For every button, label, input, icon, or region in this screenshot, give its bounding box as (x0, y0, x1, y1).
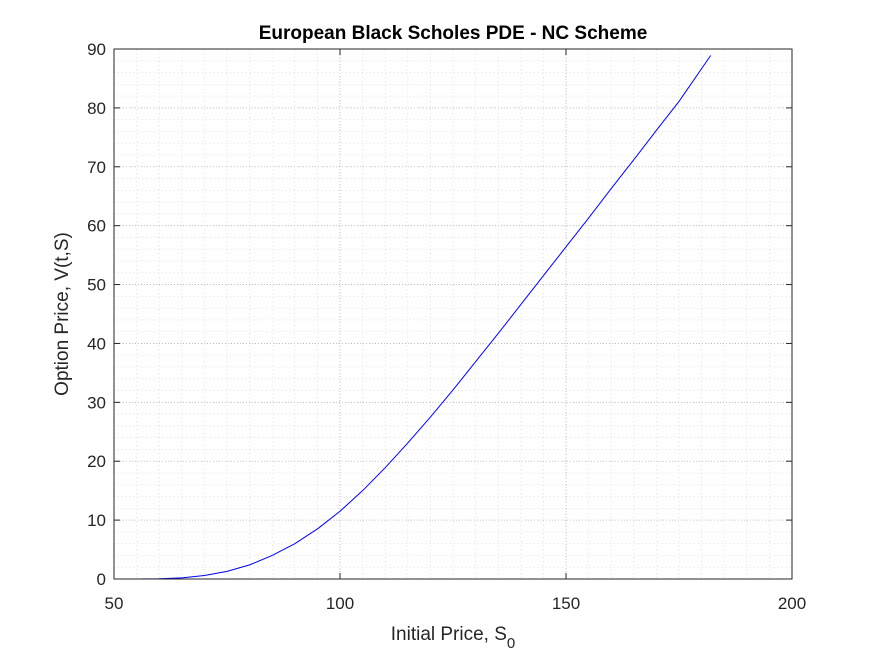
y-tick-label: 40 (87, 334, 106, 353)
y-tick-label: 50 (87, 276, 106, 295)
x-tick-label: 50 (105, 594, 124, 613)
x-tick-label: 100 (326, 594, 354, 613)
y-tick-label: 60 (87, 217, 106, 236)
series-layer (136, 55, 712, 580)
y-tick-label: 30 (87, 393, 106, 412)
y-tick-label: 90 (87, 40, 106, 59)
x-axis-label: Initial Price, S0 (391, 624, 516, 652)
chart-title: European Black Scholes PDE - NC Scheme (259, 23, 648, 44)
y-ticks: 0 10 20 30 40 50 60 70 80 90 (87, 40, 792, 589)
series-line (136, 55, 712, 580)
y-tick-label: 70 (87, 158, 106, 177)
y-axis-label: Option Price, V(t,S) (52, 232, 73, 396)
y-tick-label: 20 (87, 452, 106, 471)
x-tick-label: 200 (778, 594, 806, 613)
y-tick-label: 0 (97, 570, 106, 589)
y-tick-label: 10 (87, 511, 106, 530)
x-axis-label-subscript: 0 (507, 635, 515, 652)
x-ticks: 50 100 150 200 (105, 49, 806, 613)
y-tick-label: 80 (87, 99, 106, 118)
x-axis-label-text: Initial Price, S (391, 624, 507, 645)
x-tick-label: 150 (552, 594, 580, 613)
axes-box (113, 48, 793, 580)
